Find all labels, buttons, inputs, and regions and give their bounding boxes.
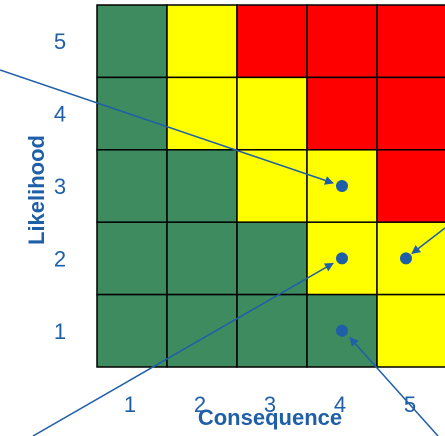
x-tick-4: 4 (334, 392, 346, 417)
cell-c1-l3 (96, 149, 168, 223)
cell-c2-l5 (166, 4, 238, 79)
cell-c1-l1 (96, 293, 168, 368)
cell-c1-l5 (96, 4, 168, 79)
cell-c5-l4 (376, 76, 445, 151)
cell-c4-l4 (306, 76, 378, 151)
cell-c2-l1 (166, 293, 238, 368)
cell-c2-l4 (166, 76, 238, 151)
cell-c2-l2 (166, 221, 238, 296)
cell-c5-l1 (376, 293, 445, 368)
x-tick-1: 1 (124, 392, 136, 417)
arrow-to-point-4-1 (349, 337, 439, 436)
risk-point-c5-l2 (400, 252, 412, 265)
x-tick-3: 3 (264, 392, 276, 417)
arrow-to-point-4-2 (32, 262, 334, 436)
cell-c3-l5 (236, 4, 308, 79)
y-tick-2: 2 (54, 246, 66, 271)
y-tick-3: 3 (54, 174, 66, 199)
risk-point-c4-l1 (336, 324, 348, 337)
cell-c3-l3 (236, 149, 308, 223)
risk-point-c4-l2 (336, 252, 348, 265)
cell-c4-l5 (306, 4, 378, 79)
cell-c2-l3 (166, 149, 238, 223)
arrow-to-point-5-2 (411, 227, 445, 255)
cell-c5-l3 (376, 149, 445, 223)
x-tick-labels: 1 2 3 4 5 (124, 392, 416, 417)
annotation-arrows (0, 69, 445, 436)
cell-c3-l4 (236, 76, 308, 151)
risk-point-c4-l3 (336, 180, 348, 192)
cell-c5-l5 (376, 4, 445, 79)
matrix-cells (96, 4, 445, 368)
cell-c3-l2 (236, 221, 308, 296)
cell-c1-l4 (96, 76, 168, 151)
risk-points (336, 180, 412, 337)
y-axis-label: Likelihood (24, 135, 49, 245)
cell-c3-l1 (236, 293, 308, 368)
y-tick-1: 1 (54, 319, 66, 344)
y-tick-labels: 1 2 3 4 5 (54, 29, 66, 344)
x-tick-2: 2 (194, 392, 206, 417)
x-tick-5: 5 (404, 392, 416, 417)
y-tick-4: 4 (54, 102, 66, 127)
x-axis-label: Consequence (198, 405, 342, 430)
y-tick-5: 5 (54, 29, 66, 54)
cell-c1-l2 (96, 221, 168, 296)
arrow-to-point-4-3 (0, 69, 334, 185)
